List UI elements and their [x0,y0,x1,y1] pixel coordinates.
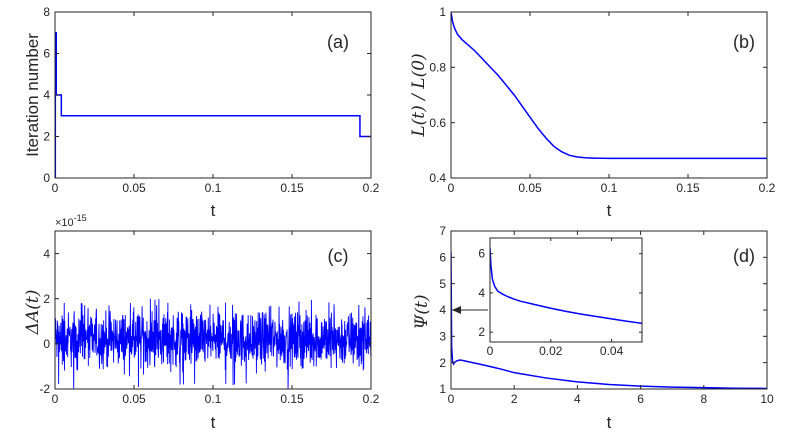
panel-d-inset-ytick-label: 4 [478,286,485,300]
panel-b-series-line [451,12,767,160]
panel-c-xtick-label: 0 [52,392,59,406]
panel-b-ytick-label: 1 [439,5,446,19]
panel-a-xtick-label: 0.05 [122,181,146,195]
panel-c-ytick-label: 0 [43,337,50,351]
panel-a: 0 0.05 0.1 0.15 0.2 0 2 4 6 8 (a) t Iteration num… [23,5,380,220]
panel-a-series-line [55,32,371,178]
panel-d-inset-background [490,238,642,342]
panel-a-ticks: 0 0.05 0.1 0.15 0.2 0 2 4 6 8 [43,5,379,195]
panel-d-xtick-label: 2 [511,392,518,406]
panel-d-inset-series-group [490,247,642,325]
panel-d-inset-frame [489,237,643,343]
panel-c-xlabel: t [211,413,216,432]
panel-d-ytick-label: 5 [439,277,446,291]
panel-d-ytick-label: 7 [439,224,446,238]
panel-c-ytick-label: 2 [43,292,50,306]
panel-c-label: (c) [328,246,349,266]
panel-d-series-line [451,252,767,389]
panel-a-ytick-label: 6 [43,47,50,61]
panel-d-inset-xtick-label: 0 [487,344,494,358]
panel-a-label: (a) [327,32,349,52]
panel-c-exponent-power: -15 [74,213,87,223]
panel-b-frame [450,11,768,179]
panel-d-label: (d) [733,246,755,266]
panel-a-xlabel: t [211,201,216,220]
panel-d-series-group [451,252,767,389]
panel-b-label: (b) [733,32,755,52]
panel-c-frame [54,230,372,390]
panel-d-ytick-label: 6 [439,251,446,265]
panel-d-ytick-label: 2 [439,356,446,370]
panel-d-xtick-label: 10 [760,392,774,406]
panel-b-ticks: 0 0.05 0.1 0.15 0.2 0.4 0.6 0.8 1 [429,5,775,195]
panel-c-series-group [55,298,371,389]
panel-d-xtick-label: 8 [700,392,707,406]
panel-d-inset-series-line [490,247,642,325]
panel-d-ytick-label: 1 [439,382,446,396]
panel-d-xlabel: t [607,413,612,432]
panel-a-ytick-label: 4 [43,88,50,102]
panel-d-xtick-label: 6 [637,392,644,406]
panel-c-xtick-label: 0.1 [205,392,222,406]
panel-d-arrow-head [452,306,461,314]
panel-b-xtick-label: 0.1 [601,181,618,195]
panel-d-inset-xtick-label: 0.04 [600,344,624,358]
panel-d-inset-ytick-label: 6 [478,247,485,261]
panel-c-ytick-label: -2 [39,382,50,396]
panel-d-xtick-label: 4 [574,392,581,406]
panel-a-ytick-label: 0 [43,171,50,185]
panel-a-series-group [55,32,371,178]
panel-a-ytick-label: 8 [43,5,50,19]
panel-b: 0 0.05 0.1 0.15 0.2 0.4 0.6 0.8 1 (b) t L(t) / L… [409,5,776,220]
panel-c-series-line [55,298,371,389]
panel-c-xtick-label: 0.05 [122,392,146,406]
panel-b-xtick-label: 0.15 [676,181,700,195]
panel-c-xtick-label: 0.2 [363,392,380,406]
panel-c-exponent-base: ×10 [55,217,74,229]
panel-d-inset-ticks: 0 0.02 0.04 2 4 6 [478,238,642,358]
panel-d-ytick-label: 4 [439,303,446,317]
panel-b-ytick-label: 0.8 [429,61,446,75]
panel-c-xtick-label: 0.15 [280,392,304,406]
panel-b-xlabel: t [607,201,612,220]
panel-b-ylabel: L(t) / L(0) [409,53,429,137]
panel-d-ytick-label: 3 [439,330,446,344]
panel-b-series-group [451,12,767,160]
panel-b-ytick-label: 0.4 [429,171,446,185]
panel-a-ylabel: Iteration number [23,33,42,157]
panel-d-arrow [452,306,488,314]
panel-a-xtick-label: 0 [52,181,59,195]
panel-a-xtick-label: 0.15 [280,181,304,195]
panel-b-xtick-label: 0.05 [518,181,542,195]
panel-c-ytick-label: 4 [43,247,50,261]
panel-b-ytick-label: 0.6 [429,116,446,130]
panel-d-ylabel: Ψ(t) [412,294,432,329]
panel-a-frame [54,11,372,179]
panel-c-exponent: ×10-15 [55,213,87,229]
panel-b-xtick-label: 0 [448,181,455,195]
panel-d-inset-xtick-label: 0.02 [539,344,563,358]
panel-d-xtick-label: 0 [448,392,455,406]
panel-a-ytick-label: 2 [43,130,50,144]
panel-a-xtick-label: 0.2 [363,181,380,195]
panel-c-ylabel: ΔA(t) [23,290,43,336]
panel-d-inset-ytick-label: 2 [478,325,485,339]
panel-a-xtick-label: 0.1 [205,181,222,195]
panel-b-xtick-label: 0.2 [759,181,776,195]
panel-d-inset: 0 0.02 0.04 2 4 6 [478,237,643,358]
